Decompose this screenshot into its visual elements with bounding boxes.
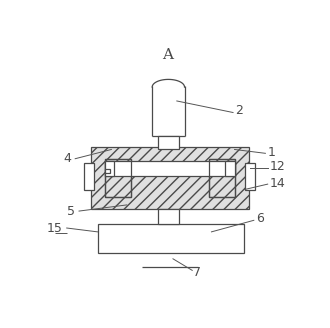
Bar [105,159,131,197]
Bar [105,159,131,197]
Bar [105,161,235,176]
Bar [84,163,94,190]
Text: 7: 7 [193,266,201,279]
Text: 15: 15 [47,221,63,235]
Text: A: A [162,48,173,62]
Bar [105,161,115,176]
Text: 2: 2 [235,105,243,117]
Text: 1: 1 [268,146,276,159]
Text: 14: 14 [269,177,285,190]
Bar [98,224,244,254]
Bar [225,161,235,176]
Text: 6: 6 [256,212,264,225]
Text: 4: 4 [63,152,71,165]
Text: 5: 5 [67,205,75,217]
Bar [209,159,235,197]
Bar [105,169,110,173]
Bar [209,159,235,197]
Text: 12: 12 [269,160,285,173]
Bar [158,209,179,224]
Bar [158,135,179,150]
Bar [245,163,255,190]
Bar [90,147,249,209]
